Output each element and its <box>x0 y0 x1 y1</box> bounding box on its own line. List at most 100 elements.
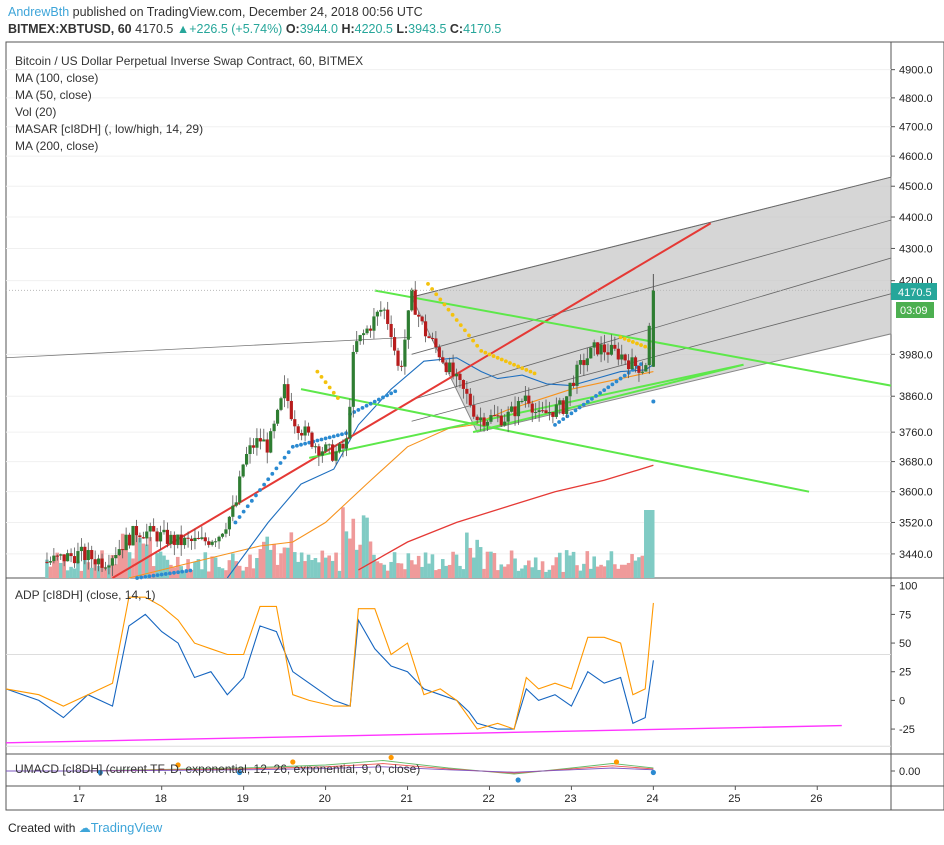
umacd-legend[interactable]: UMACD [cI8DH] (current TF, D, exponentia… <box>15 762 420 776</box>
candle-body <box>317 446 321 456</box>
candle-body <box>606 352 610 355</box>
volume-bar <box>619 564 624 578</box>
volume-bar <box>299 552 304 578</box>
trend-line <box>374 289 892 387</box>
candle-body <box>644 365 648 372</box>
candle-body <box>48 561 53 563</box>
adp-tick-label: 25 <box>899 667 911 679</box>
volume-bar <box>447 564 452 578</box>
candle-body <box>114 555 118 559</box>
sar-dot <box>327 385 332 390</box>
sar-dot <box>454 318 459 322</box>
sar-dot <box>594 394 598 398</box>
candle-body <box>165 529 170 544</box>
volume-bar <box>616 568 621 578</box>
volume-bar <box>286 547 290 578</box>
price-tick-label: 4800.0 <box>899 93 933 105</box>
candle-body <box>544 410 548 414</box>
volume-bar <box>399 563 404 578</box>
candle-body <box>534 411 538 413</box>
volume-bar <box>279 553 283 578</box>
candle-body <box>392 337 397 351</box>
candle-body <box>537 410 541 412</box>
time-tick-label: 23 <box>564 793 576 805</box>
trend-line <box>300 388 810 493</box>
last-candle-body <box>651 290 655 367</box>
volume-bar <box>382 564 387 578</box>
volume-bar <box>193 561 197 578</box>
candle-body <box>647 325 651 366</box>
candle-body <box>558 400 562 405</box>
candle-body <box>79 546 83 552</box>
sar-dot <box>254 493 258 498</box>
volume-bar <box>595 566 600 578</box>
candle-body <box>351 351 355 407</box>
candle-body <box>348 406 352 439</box>
sar-dot <box>393 389 398 394</box>
footer-brand[interactable]: TradingView <box>90 820 163 835</box>
candle-body <box>640 371 644 373</box>
candle-body <box>238 476 242 503</box>
candle-body <box>258 438 262 442</box>
sar-dot <box>630 340 635 344</box>
candle-body <box>117 549 121 556</box>
candle-body <box>52 555 56 562</box>
legend-item-masar[interactable]: MASAR [cI8DH] (, low/high, 14, 29) <box>15 122 203 136</box>
volume-bars <box>45 507 655 578</box>
price-tick-label: 3760.0 <box>899 427 933 439</box>
volume-bar <box>520 568 524 578</box>
sar-dot <box>532 371 537 376</box>
volume-bar <box>551 565 555 578</box>
umacd-line <box>6 766 654 773</box>
price-tick-label: 4500.0 <box>899 181 933 193</box>
candle-body <box>520 401 524 403</box>
volume-bar <box>348 538 352 578</box>
candle-body <box>554 404 558 417</box>
candle-body <box>458 373 462 380</box>
candle-body <box>179 534 183 546</box>
candle-body <box>248 445 252 455</box>
legend-item-ma100[interactable]: MA (100, close) <box>15 71 98 85</box>
candle-body <box>344 438 348 449</box>
footer: Created with ☁TradingView <box>8 820 162 835</box>
volume-bar <box>310 560 314 578</box>
volume-bar <box>282 547 287 578</box>
volume-bar <box>361 515 366 578</box>
sar-dot <box>442 302 447 307</box>
volume-bar <box>640 555 645 578</box>
candle-body <box>355 341 359 352</box>
volume-bar <box>227 560 232 578</box>
moving-averages <box>128 357 654 579</box>
volume-bar <box>403 569 407 578</box>
legend-item-vol[interactable]: Vol (20) <box>15 105 56 119</box>
candle-body <box>155 531 159 542</box>
volume-bar <box>86 562 91 578</box>
legend-item-ma200[interactable]: MA (200, close) <box>15 139 98 153</box>
candle-body <box>365 328 369 334</box>
candle-body <box>547 412 552 414</box>
candle-body <box>372 316 376 331</box>
sar-dot <box>323 380 328 385</box>
adp-legend[interactable]: ADP [cI8DH] (close, 14, 1) <box>15 588 156 602</box>
candle-body <box>620 354 624 360</box>
candle-body <box>468 393 472 406</box>
volume-bar <box>330 560 335 578</box>
channel-band <box>410 176 892 433</box>
legend-item-ma50[interactable]: MA (50, close) <box>15 88 92 102</box>
candle-body <box>121 549 125 551</box>
candle-body <box>403 339 407 367</box>
volume-bar <box>79 570 84 578</box>
volume-bar <box>602 566 607 578</box>
sar-dot <box>368 401 373 406</box>
candle-body <box>93 559 97 565</box>
volume-bar <box>127 552 132 578</box>
author-link[interactable]: AndrewBth <box>8 5 70 19</box>
candle-body <box>66 553 70 562</box>
candle-body <box>417 314 421 317</box>
high-value: 4220.5 <box>354 22 393 36</box>
volume-bar <box>578 570 583 578</box>
adp-tick-label: 0 <box>899 695 905 707</box>
bar-timer-badge <box>896 302 934 318</box>
candle-body <box>96 558 101 565</box>
